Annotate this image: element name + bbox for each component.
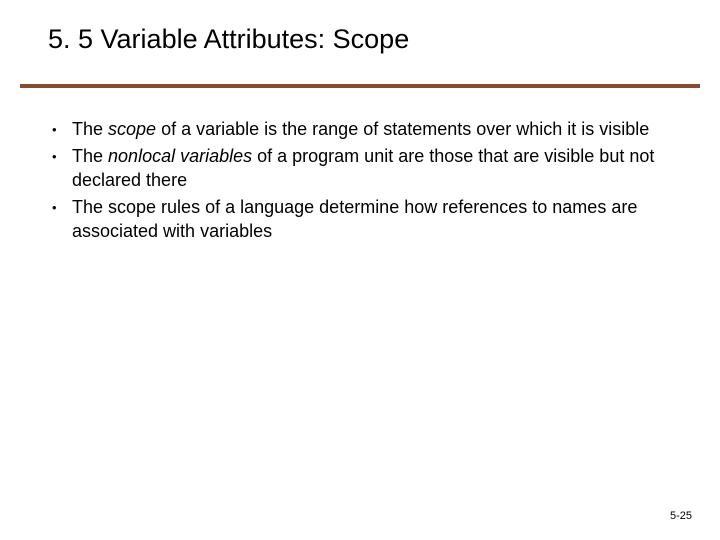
bullet-text: The scope rules of a language determine … — [72, 197, 637, 240]
bullet-text: The — [72, 119, 108, 139]
slide-title: 5. 5 Variable Attributes: Scope — [48, 24, 680, 55]
bullet-item: The nonlocal variables of a program unit… — [48, 145, 672, 192]
slide-number: 5-25 — [670, 510, 692, 522]
horizontal-rule — [20, 84, 700, 88]
bullet-text: The — [72, 146, 108, 166]
slide: 5. 5 Variable Attributes: Scope The scop… — [0, 0, 720, 540]
bullet-emph-text: nonlocal variables — [108, 146, 252, 166]
bullet-text: of a variable is the range of statements… — [156, 119, 649, 139]
slide-body: The scope of a variable is the range of … — [48, 118, 672, 247]
bullet-emph-text: scope — [108, 119, 156, 139]
bullet-item: The scope of a variable is the range of … — [48, 118, 672, 141]
bullet-item: The scope rules of a language determine … — [48, 196, 672, 243]
bullet-list: The scope of a variable is the range of … — [48, 118, 672, 243]
